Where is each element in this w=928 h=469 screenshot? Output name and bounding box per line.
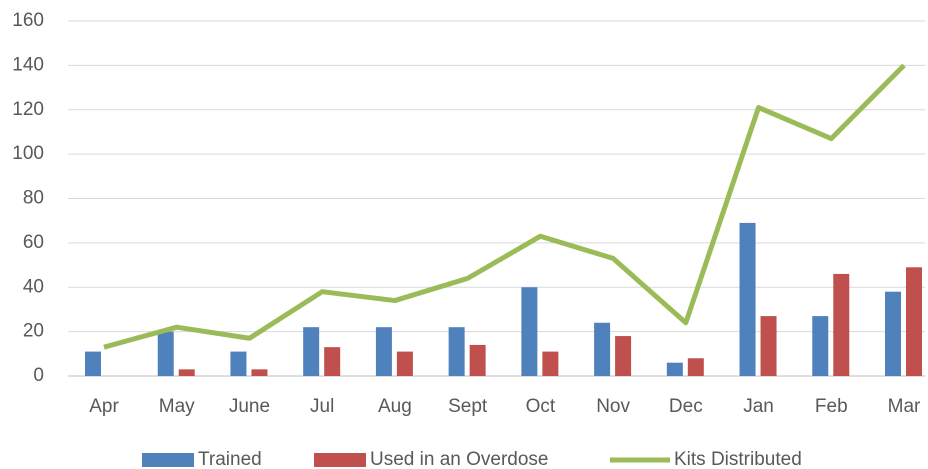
bar — [687, 358, 704, 376]
x-tick-label: Feb — [815, 396, 848, 417]
legend-swatch — [314, 453, 366, 467]
y-tick-label: 160 — [12, 10, 44, 31]
bar — [469, 344, 486, 376]
bar — [760, 316, 777, 376]
y-tick-label: 80 — [23, 188, 44, 209]
bar — [396, 351, 413, 376]
y-tick-label: 40 — [23, 276, 44, 297]
bar — [666, 362, 683, 376]
y-tick-label: 120 — [12, 99, 44, 120]
bar — [542, 351, 559, 376]
legend-swatch — [142, 453, 194, 467]
y-tick-label: 0 — [33, 365, 44, 386]
x-tick-label: Dec — [669, 396, 703, 417]
bar — [594, 322, 611, 376]
bar — [251, 369, 268, 376]
bar — [303, 327, 320, 376]
x-tick-label: Nov — [596, 396, 630, 417]
bar — [230, 351, 247, 376]
bar — [833, 273, 850, 376]
x-tick-label: Apr — [89, 396, 119, 417]
x-tick-label: Mar — [888, 396, 921, 417]
bar — [375, 327, 392, 376]
x-tick-label: June — [229, 396, 270, 417]
y-tick-label: 100 — [12, 143, 44, 164]
y-tick-label: 20 — [23, 321, 44, 342]
bar — [157, 331, 174, 376]
x-tick-label: May — [159, 396, 195, 417]
y-tick-label: 140 — [12, 54, 44, 75]
bar — [178, 369, 195, 376]
bar — [615, 336, 632, 376]
bar — [85, 351, 101, 376]
bar — [739, 222, 756, 376]
x-tick-label: Jan — [743, 396, 774, 417]
bar — [906, 267, 922, 376]
y-tick-label: 60 — [23, 232, 44, 253]
bar — [812, 316, 829, 376]
x-tick-label: Sept — [448, 396, 488, 417]
legend-label: Trained — [198, 449, 262, 469]
bar — [885, 291, 901, 376]
legend-label: Kits Distributed — [674, 449, 802, 469]
bar — [521, 287, 538, 376]
x-tick-label: Oct — [526, 396, 556, 417]
line-series — [103, 63, 906, 350]
bar — [448, 327, 465, 376]
x-tick-label: Jul — [310, 396, 334, 417]
legend-label: Used in an Overdose — [370, 449, 549, 469]
bar — [324, 347, 341, 376]
x-tick-label: Aug — [378, 396, 412, 417]
